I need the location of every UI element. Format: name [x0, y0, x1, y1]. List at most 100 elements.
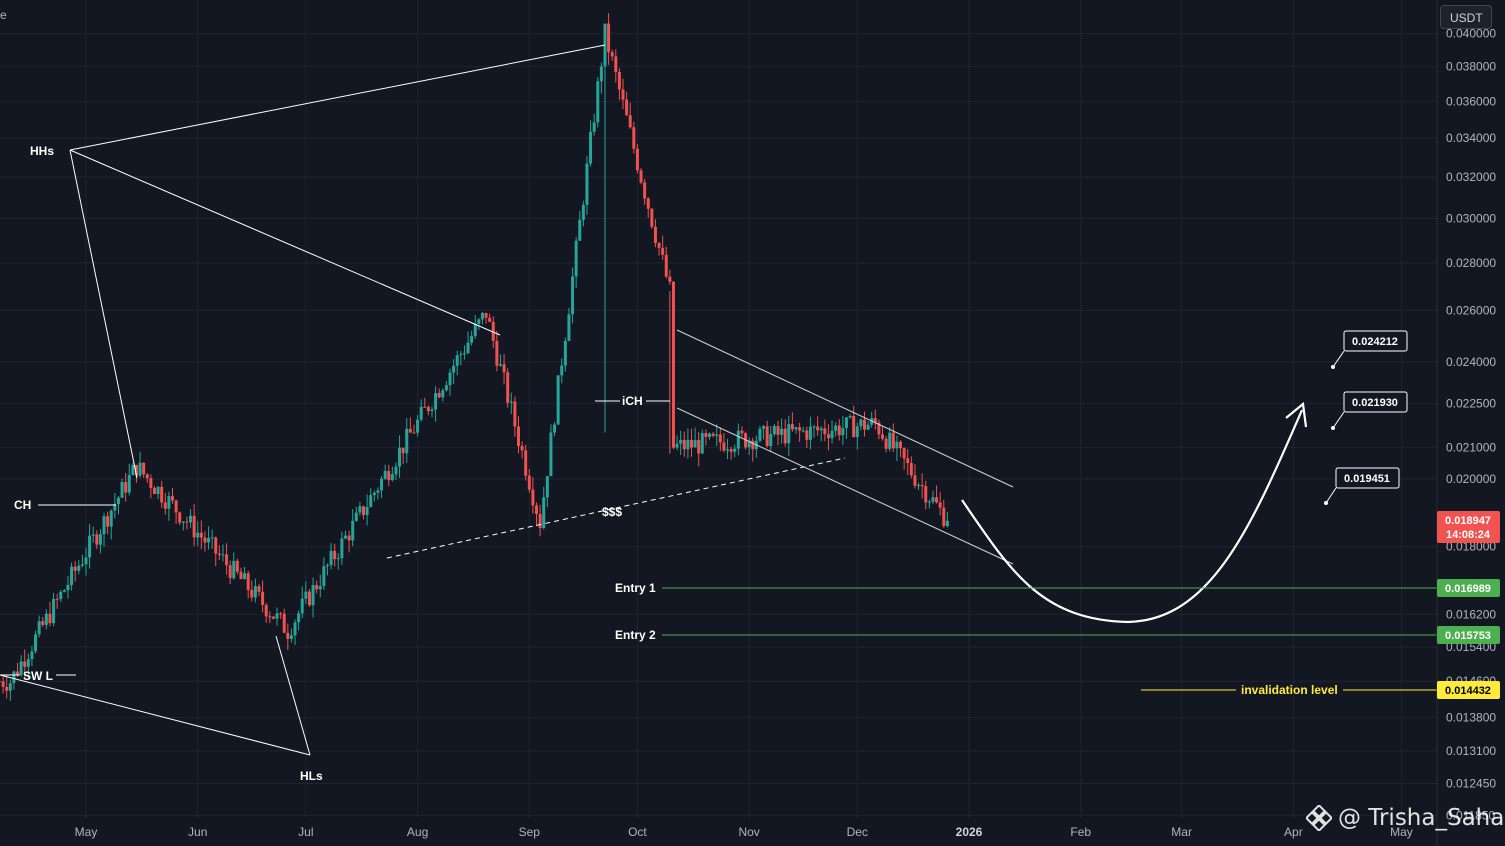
candle-body [488, 317, 492, 322]
candle-body [430, 409, 434, 412]
candle-body [596, 81, 600, 123]
candle-body [769, 434, 773, 447]
candle-body [120, 481, 124, 498]
price-tick-label: 0.013800 [1446, 710, 1496, 724]
target-callout-1[interactable]: 0.024212 [1331, 330, 1408, 369]
candle-body [524, 450, 528, 476]
candle-body [787, 424, 791, 444]
price-tick-label: 0.020000 [1446, 472, 1496, 486]
candle-body [693, 440, 697, 448]
price-tick-label: 0.040000 [1446, 27, 1496, 41]
candle-body [163, 502, 167, 509]
candle-body [261, 591, 265, 605]
entry-2-price: 0.015753 [1445, 630, 1491, 642]
channel-lower-line [676, 407, 1014, 565]
candle-body [289, 635, 293, 639]
candle-body [671, 281, 675, 448]
time-tick-label: Jul [298, 825, 313, 839]
candle-body [106, 516, 110, 527]
candle-body [398, 447, 402, 467]
candle-body [913, 475, 917, 486]
candle-body [657, 242, 661, 248]
price-tick-label: 0.030000 [1446, 211, 1496, 225]
candle-body [891, 432, 895, 449]
target-callout-2[interactable]: 0.021930 [1331, 391, 1408, 430]
candle-body [333, 550, 337, 560]
binance-logo-icon [1306, 805, 1332, 831]
candle-body [441, 390, 445, 398]
candle-body [207, 538, 211, 543]
candle-body [805, 430, 809, 440]
candle-body [708, 433, 712, 438]
candle-body [794, 427, 798, 430]
candle-body [437, 393, 441, 398]
candle-body [210, 537, 214, 539]
candle-body [711, 433, 715, 436]
candle-body [844, 417, 848, 429]
candle-body [170, 496, 174, 501]
candle-body [513, 401, 517, 427]
grid [0, 0, 1437, 818]
candle-body [902, 448, 906, 459]
annotation-hhs: HHs [30, 144, 54, 158]
entry-1-tag [1437, 579, 1500, 597]
candle-body [426, 406, 430, 412]
candle-body [664, 254, 668, 277]
time-axis[interactable]: May Jun Jul Aug Sep Oct Nov Dec 2026 Feb Mar Apr May [75, 825, 1413, 839]
price-tick-label: 0.018000 [1446, 540, 1496, 554]
candle-body [470, 336, 474, 343]
candle-body [866, 424, 870, 430]
price-tick-label: 0.021000 [1446, 441, 1496, 455]
candle-body [279, 613, 283, 615]
candle-body [8, 683, 12, 691]
candle-body [877, 422, 881, 435]
candle-body [834, 425, 838, 431]
candle-body [567, 314, 571, 341]
candle-body [124, 481, 128, 493]
candle-body [98, 534, 102, 545]
candle-body [452, 365, 456, 373]
candle-body [462, 353, 466, 355]
candle-body [444, 385, 448, 391]
candle-body [322, 566, 326, 587]
annotation-liquidity: $$$ [602, 505, 622, 519]
currency-selector[interactable]: USDT [1440, 5, 1492, 29]
candle-body [221, 554, 225, 556]
price-tick-label: 0.016200 [1446, 607, 1496, 621]
candle-body [376, 490, 380, 493]
annotation-swl: SW L [23, 669, 53, 683]
hhs-line-2 [69, 149, 501, 336]
target-callout-3[interactable]: 0.019451 [1324, 467, 1400, 505]
candle-body [837, 425, 841, 436]
candle-body [679, 439, 683, 444]
entry-1-label: Entry 1 [615, 581, 656, 595]
candle-body [48, 613, 52, 624]
price-tick-label: 0.034000 [1446, 131, 1496, 145]
candle-body [917, 484, 921, 486]
candle-body [812, 426, 816, 428]
candle-body [77, 565, 81, 571]
candle-body [16, 671, 20, 675]
candle-body [138, 462, 142, 476]
price-axis[interactable]: 0.040000 0.038000 0.036000 0.034000 0.032000… [1436, 0, 1496, 846]
candle-body [553, 424, 557, 433]
candle-body [563, 340, 567, 366]
candle-body [131, 465, 135, 475]
candle-body [185, 521, 189, 523]
candle-body [336, 558, 340, 560]
candle-body [134, 465, 138, 476]
candle-body [293, 622, 297, 636]
invalidation-price: 0.014432 [1445, 685, 1491, 697]
candle-body [41, 621, 45, 625]
candle-body [372, 492, 376, 496]
candle-body [826, 434, 830, 439]
candle-body [142, 462, 146, 475]
candle-body [736, 430, 740, 449]
candle-body [109, 510, 113, 527]
price-tick-label: 0.036000 [1446, 94, 1496, 108]
annotation-ich: iCH [622, 394, 643, 408]
candle-body [199, 532, 203, 538]
candle-body [574, 240, 578, 277]
